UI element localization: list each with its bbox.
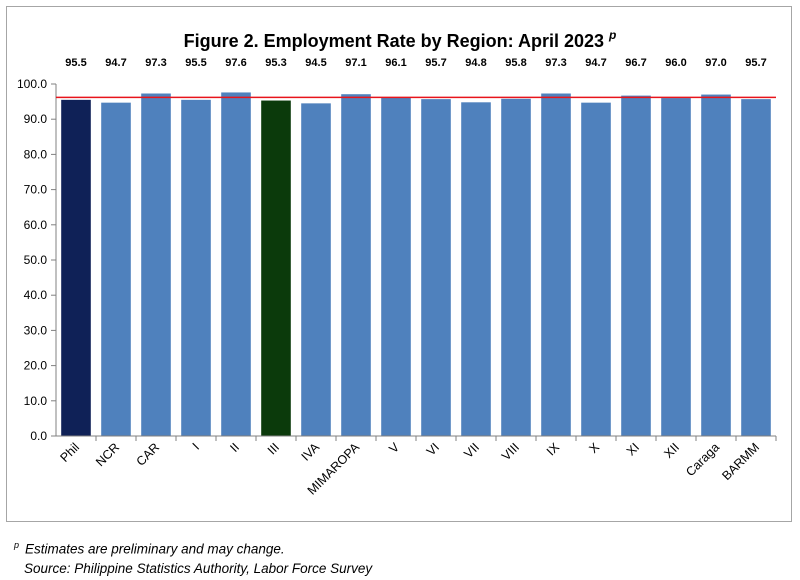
y-tick-label: 90.0 bbox=[24, 112, 48, 126]
y-tick-label: 60.0 bbox=[24, 218, 48, 232]
data-label-vi: 95.7 bbox=[425, 57, 446, 69]
y-tick-label: 50.0 bbox=[24, 253, 48, 267]
x-tick-label-caraga: Caraga bbox=[683, 440, 722, 479]
data-label-xii: 96.0 bbox=[665, 57, 686, 69]
y-tick-label: 10.0 bbox=[24, 394, 48, 408]
chart-title: Figure 2. Employment Rate by Region: Apr… bbox=[184, 28, 617, 51]
bar-ix bbox=[541, 93, 571, 436]
data-label-ii: 97.6 bbox=[225, 57, 246, 69]
bar-phil bbox=[61, 99, 91, 436]
data-label-mimaropa: 97.1 bbox=[345, 57, 366, 69]
y-tick-label: 70.0 bbox=[24, 183, 48, 197]
x-tick-label-viii: VIII bbox=[499, 440, 522, 463]
data-label-ncr: 94.7 bbox=[105, 57, 126, 69]
bar-iva bbox=[301, 103, 331, 437]
x-tick-label-phil: Phil bbox=[57, 440, 82, 465]
data-label-v: 96.1 bbox=[385, 57, 406, 69]
bars bbox=[61, 92, 771, 437]
bar-v bbox=[381, 97, 411, 436]
x-tick-label-barmm: BARMM bbox=[719, 440, 762, 483]
x-tick-label-iva: IVA bbox=[299, 440, 323, 464]
bar-i bbox=[181, 99, 211, 436]
bar-xii bbox=[661, 98, 691, 436]
bar-barmm bbox=[741, 99, 771, 437]
data-label-xi: 96.7 bbox=[625, 57, 646, 69]
bar-iii bbox=[261, 100, 291, 436]
footnote-text: Estimates are preliminary and may change… bbox=[25, 541, 285, 557]
chart-title-text: Figure 2. Employment Rate by Region: Apr… bbox=[184, 31, 604, 51]
chart-footnote: p Estimates are preliminary and may chang… bbox=[14, 536, 372, 578]
data-label-i: 95.5 bbox=[185, 57, 206, 69]
bar-xi bbox=[621, 95, 651, 436]
y-tick-label: 100.0 bbox=[17, 77, 47, 91]
y-tick-label: 20.0 bbox=[24, 359, 48, 373]
data-label-barmm: 95.7 bbox=[745, 57, 766, 69]
bar-viii bbox=[501, 98, 531, 436]
x-tick-label-iii: III bbox=[265, 440, 282, 457]
data-labels: 95.5 94.7 97.3 95.5 97.6 95.3 94.5 97.1 96.1 95.7… bbox=[65, 57, 766, 69]
x-tick-label-ncr: NCR bbox=[93, 440, 122, 469]
bar-car bbox=[141, 93, 171, 436]
x-tick-label-v: V bbox=[386, 440, 402, 456]
data-label-viii: 95.8 bbox=[505, 57, 526, 69]
bar-ncr bbox=[101, 102, 131, 436]
data-label-vii: 94.8 bbox=[465, 57, 486, 69]
bar-x bbox=[581, 102, 611, 436]
y-tick-label: 80.0 bbox=[24, 147, 48, 161]
x-tick-label-xi: XI bbox=[624, 440, 642, 458]
y-tick-label: 30.0 bbox=[24, 323, 48, 337]
source-note: Source: Philippine Statistics Authority,… bbox=[24, 560, 373, 576]
x-tick-label-vii: VII bbox=[461, 440, 482, 461]
y-axis: 0.0 10.0 20.0 30.0 40.0 50.0 60.0 70.0 80.0 90.0 1… bbox=[17, 77, 57, 443]
y-tick-label: 0.0 bbox=[30, 429, 47, 443]
bar-vi bbox=[421, 99, 451, 437]
data-label-phil: 95.5 bbox=[65, 57, 86, 69]
x-tick-label-ii: II bbox=[227, 440, 242, 455]
data-label-iva: 94.5 bbox=[305, 57, 326, 69]
bar-ii bbox=[221, 92, 251, 436]
data-label-ix: 97.3 bbox=[545, 57, 566, 69]
data-label-caraga: 97.0 bbox=[705, 57, 726, 69]
data-label-iii: 95.3 bbox=[265, 57, 286, 69]
x-tick-label-xii: XII bbox=[661, 440, 682, 461]
x-tick-label-i: I bbox=[190, 440, 202, 452]
bar-mimaropa bbox=[341, 94, 371, 436]
bar-caraga bbox=[701, 94, 731, 436]
data-label-x: 94.7 bbox=[585, 57, 606, 69]
footnote-marker: p bbox=[14, 540, 20, 550]
x-tick-label-x: X bbox=[586, 440, 602, 456]
bar-chart: Figure 2. Employment Rate by Region: Apr… bbox=[17, 28, 777, 498]
chart-title-superscript: p bbox=[608, 28, 616, 42]
x-tick-label-vi: VI bbox=[424, 440, 442, 458]
bar-vii bbox=[461, 102, 491, 436]
footnote-line: p Estimates are preliminary and may chang… bbox=[14, 536, 372, 559]
x-tick-label-car: CAR bbox=[134, 440, 163, 469]
x-tick-label-ix: IX bbox=[544, 440, 563, 459]
y-tick-label: 40.0 bbox=[24, 288, 48, 302]
data-label-car: 97.3 bbox=[145, 57, 166, 69]
